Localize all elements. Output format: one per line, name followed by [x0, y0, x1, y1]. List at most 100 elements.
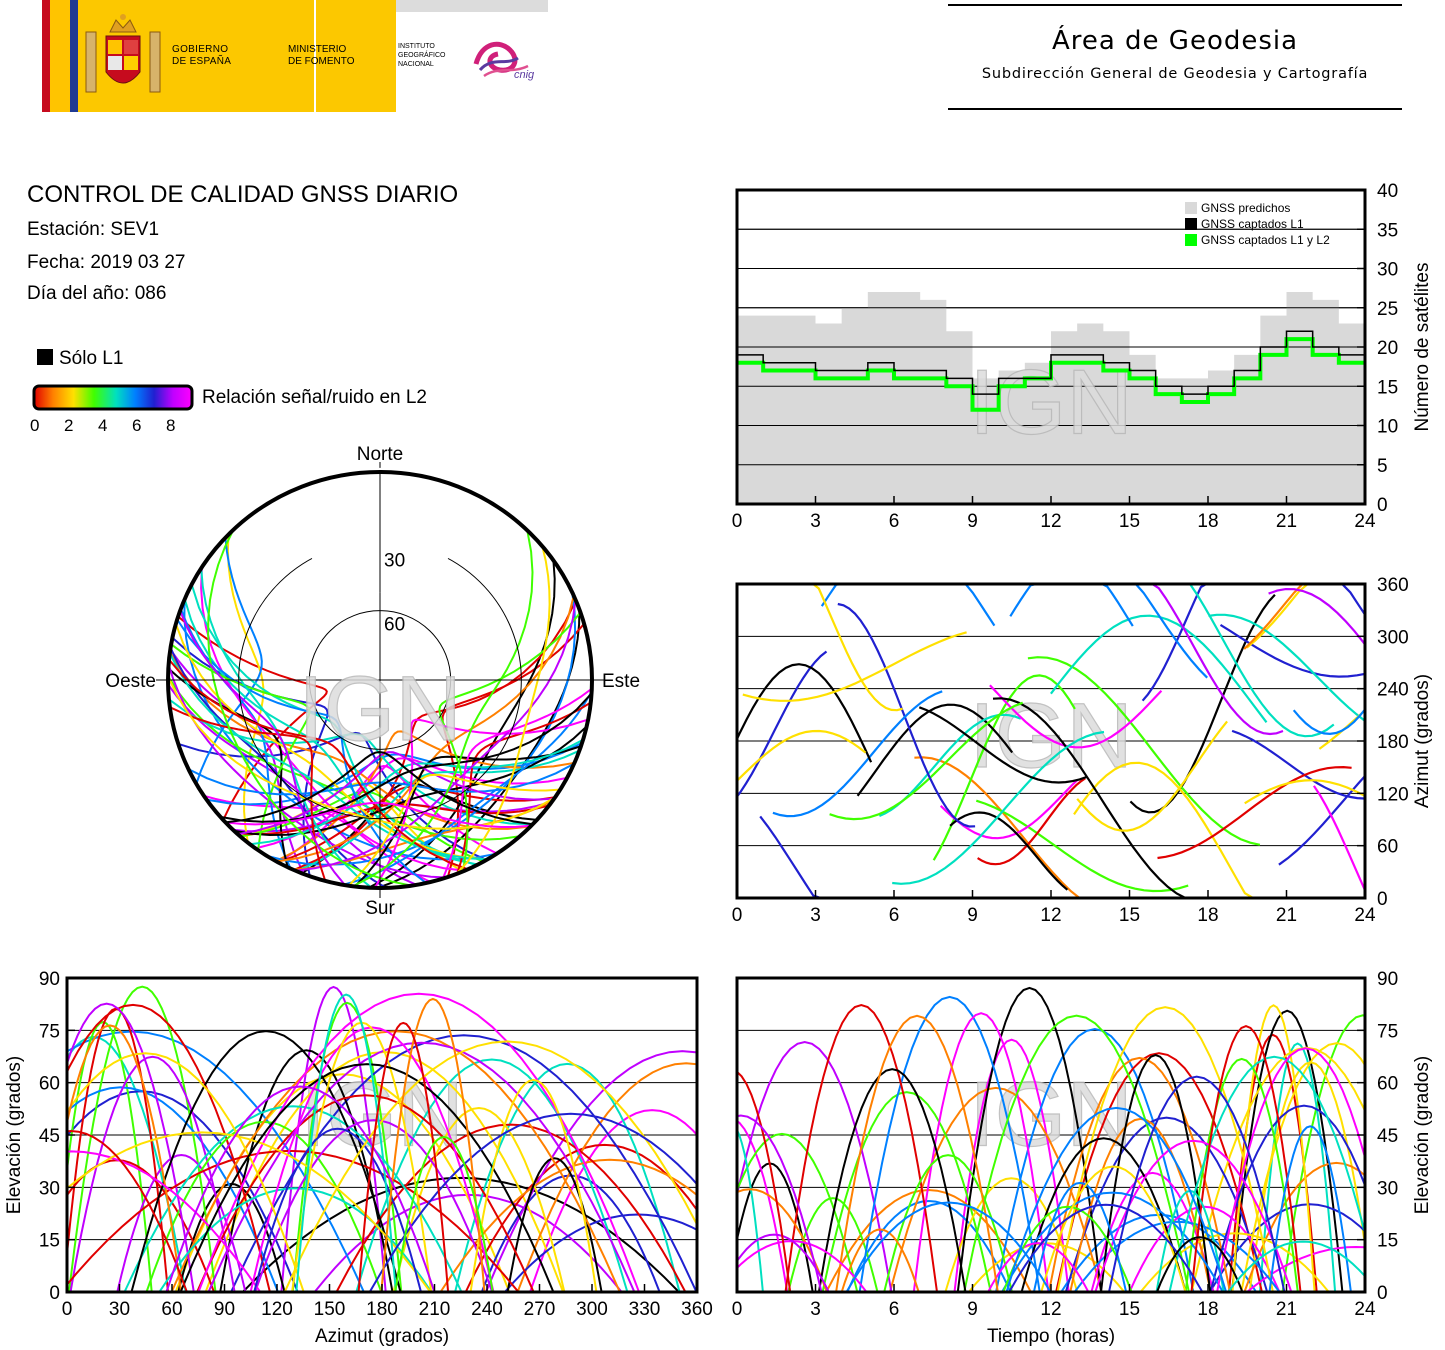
- ministerio-block: [316, 0, 396, 112]
- snr-gradient-bar: [32, 384, 194, 411]
- x-tick-label: 12: [1040, 1299, 1061, 1320]
- satellite-track: [1292, 707, 1365, 736]
- gobierno-line: GOBIERNO: [172, 44, 229, 55]
- x-tick-label: 15: [1119, 905, 1140, 926]
- satellite-track: [179, 610, 346, 886]
- satellite-track: [1100, 1054, 1212, 1292]
- satellite-track: [1005, 1106, 1228, 1292]
- satellite-track: [956, 986, 1103, 1292]
- y-axis-label: Elevación (grados): [1412, 1056, 1433, 1214]
- satellite-track: [67, 1035, 187, 1292]
- ign-bar: [396, 0, 548, 12]
- satellite-track: [1246, 584, 1365, 649]
- satellite-track: [1268, 587, 1365, 647]
- gobierno-line: DE ESPAÑA: [172, 56, 232, 67]
- y-tick-label: 90: [39, 969, 60, 990]
- satellite-track: [67, 1002, 195, 1292]
- instituto-line: NACIONAL: [398, 61, 434, 68]
- y-tick-label: 10: [1377, 417, 1398, 438]
- x-tick-label: 60: [161, 1299, 182, 1320]
- x-axis-label: Azimut (grados): [315, 1326, 449, 1347]
- x-tick-label: 0: [62, 1299, 73, 1320]
- satellite-track: [1209, 1203, 1365, 1292]
- legend-label: GNSS captados L1 y L2: [1201, 233, 1330, 247]
- skyplot-chart: IGN Norte Sur Oeste Este 30 60: [105, 444, 640, 919]
- satellite-track: [1219, 623, 1365, 678]
- x-tick-label: 6: [889, 905, 900, 926]
- satellite-track: [817, 1068, 967, 1292]
- satellite-track: [283, 1040, 697, 1292]
- y-tick-label: 0: [1377, 495, 1388, 516]
- satellite-track: [856, 703, 1014, 797]
- x-tick-label: 12: [1040, 511, 1061, 532]
- satellite-track: [1208, 613, 1365, 723]
- y-tick-label: 15: [39, 1231, 60, 1252]
- satellite-track: [995, 1027, 1195, 1292]
- east-label: Este: [602, 671, 640, 692]
- satellite-track: [918, 706, 1087, 784]
- satellite-track: [225, 801, 532, 829]
- satellite-track: [912, 1012, 1050, 1292]
- y-tick-label: 45: [1377, 1126, 1398, 1147]
- doy-label: Día del año: 086: [27, 283, 167, 304]
- satellite-track: [196, 1094, 535, 1292]
- satellite-track: [254, 1119, 494, 1292]
- flag-stripe: [42, 0, 50, 112]
- y-axis-label: Número de satélites: [1412, 263, 1433, 432]
- satellite-track: [1141, 584, 1270, 702]
- satellite-track: [67, 1003, 271, 1292]
- satellite-track: [130, 1030, 402, 1292]
- satellite-track: [253, 1127, 422, 1292]
- satellite-track: [821, 1091, 992, 1292]
- satellite-track: [768, 584, 903, 712]
- satellite-track: [190, 584, 477, 867]
- satellite-track: [1126, 584, 1284, 736]
- satellite-track: [342, 691, 592, 886]
- ign-block: [396, 0, 548, 112]
- satellite-track: [989, 684, 1163, 749]
- satellite-track: [742, 631, 967, 702]
- series-area-predicted: [737, 292, 1365, 504]
- satellite-track: [291, 1001, 403, 1292]
- x-tick-label: 24: [1354, 1299, 1376, 1320]
- satellite-track: [772, 690, 943, 818]
- cnig-text: cnig: [514, 69, 535, 81]
- satellite-track: [1056, 1006, 1274, 1292]
- satellite-track: [176, 618, 427, 884]
- x-tick-label: 3: [810, 1299, 821, 1320]
- satellite-track: [441, 623, 585, 878]
- legend-swatch: [1185, 202, 1197, 214]
- x-tick-label: 15: [1119, 511, 1140, 532]
- satellite-track: [1001, 1191, 1224, 1292]
- y-tick-label: 15: [1377, 377, 1398, 398]
- cnig-logo-icon: cnig: [473, 41, 535, 81]
- x-tick-label: 9: [967, 905, 978, 926]
- satellite-track: [169, 651, 531, 830]
- y-axis-label: Elevación (grados): [4, 1056, 25, 1214]
- x-tick-label: 0: [732, 511, 743, 532]
- satellite-track: [737, 1132, 859, 1292]
- satellite-track: [1156, 1236, 1244, 1292]
- satellite-track: [168, 683, 418, 886]
- satellite-track: [170, 643, 311, 851]
- y-tick-label: 75: [39, 1021, 60, 1042]
- satellite-track: [195, 537, 263, 785]
- l1-only-swatch: [37, 349, 53, 365]
- satellite-track: [1032, 1181, 1128, 1292]
- satellite-track: [354, 745, 582, 888]
- satellite-track: [737, 1127, 764, 1292]
- x-tick-label: 270: [524, 1299, 556, 1320]
- y-tick-label: 360: [1377, 575, 1409, 596]
- x-tick-label: 9: [967, 1299, 978, 1320]
- snr-tick: 6: [132, 416, 142, 435]
- x-tick-label: 18: [1197, 1299, 1218, 1320]
- legend-swatch: [1185, 234, 1197, 246]
- satellite-track: [963, 1014, 1190, 1292]
- satellite-track: [1281, 1014, 1365, 1292]
- satellite-track: [1161, 584, 1335, 738]
- watermark: IGN: [969, 1063, 1133, 1165]
- x-tick-label: 0: [732, 905, 743, 926]
- satellite-track: [123, 1105, 463, 1292]
- satellite-track: [737, 1188, 828, 1292]
